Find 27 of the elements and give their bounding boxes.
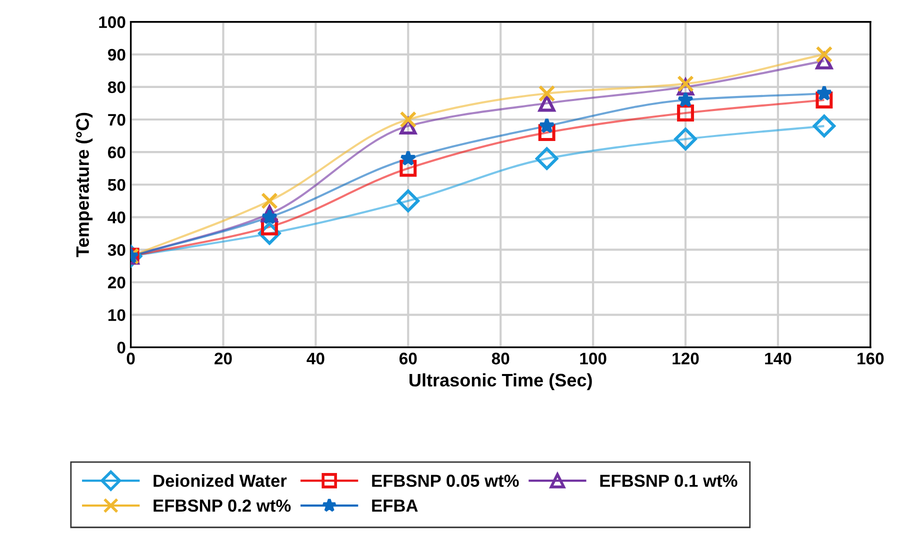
x-tick-label: 80	[492, 352, 510, 364]
x-tick-label: 40	[306, 352, 324, 364]
y-tick-label: 100	[99, 16, 126, 28]
y-tick-label: 30	[108, 244, 126, 256]
x-tick-label: 100	[580, 352, 606, 364]
y-tick-label: 60	[108, 146, 126, 158]
y-tick-label: 20	[108, 276, 126, 288]
x-tick-label: 120	[672, 352, 699, 364]
y-tick-label: 10	[108, 309, 126, 321]
y-axis-title: Temperature (°C)	[76, 112, 93, 258]
x-tick-label: 60	[399, 352, 417, 364]
x-tick-label: 20	[214, 352, 232, 364]
y-tick-label: 40	[108, 212, 126, 224]
x-tick-label: 140	[765, 352, 792, 364]
legend-label: EFBSNP 0.05 wt%	[372, 474, 519, 487]
y-tick-label: 70	[108, 114, 126, 126]
x-tick-label: 160	[858, 352, 884, 364]
y-tick-label: 80	[108, 81, 126, 94]
legend-label: EFBA	[372, 500, 418, 512]
legend-label: EFBSNP 0.1 wt%	[600, 474, 738, 487]
y-tick-label: 0	[117, 342, 126, 354]
legend-label: Deionized Water	[154, 474, 287, 487]
x-axis-title: Ultrasonic Time (Sec)	[410, 373, 592, 390]
y-tick-label: 50	[108, 179, 126, 191]
legend-label: EFBSNP 0.2 wt%	[154, 500, 291, 512]
y-tick-label: 90	[108, 48, 126, 61]
x-tick-label: 0	[126, 352, 135, 364]
